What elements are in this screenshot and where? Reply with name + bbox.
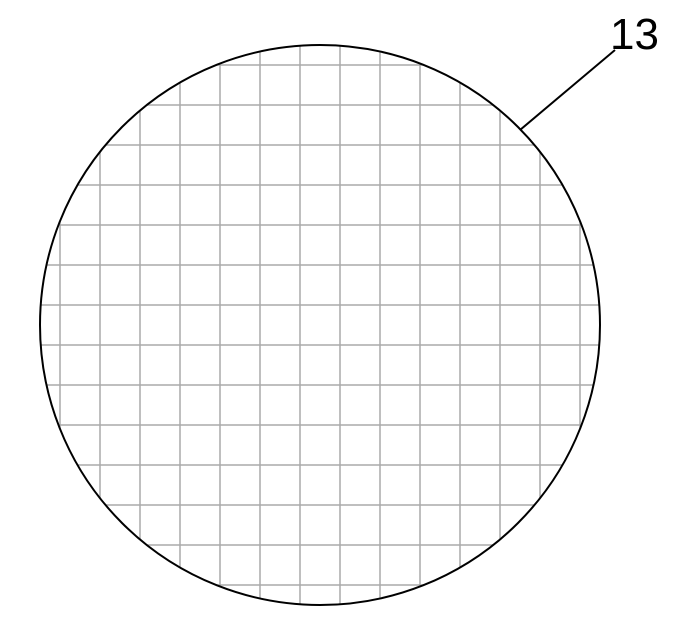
diagram-canvas: 13	[0, 0, 693, 638]
grid-disc-fill	[40, 45, 600, 605]
callout-label: 13	[610, 10, 659, 60]
diagram-svg	[0, 0, 693, 638]
callout-leader	[520, 50, 615, 130]
